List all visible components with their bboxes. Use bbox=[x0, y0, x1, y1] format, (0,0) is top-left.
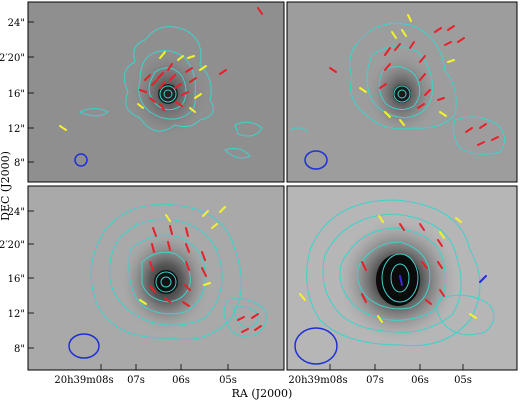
beam-ellipse bbox=[294, 327, 338, 365]
contours bbox=[90, 203, 267, 341]
intensity-core bbox=[393, 85, 411, 103]
ra-tick-label: 06s bbox=[411, 375, 429, 386]
panel-top-left bbox=[28, 2, 284, 182]
dec-tick-labels-top: 24" +68°02′20" 16" 12" 8" bbox=[0, 18, 25, 169]
ra-tick-label: 07s bbox=[366, 375, 384, 386]
panel-top-right bbox=[287, 2, 517, 182]
beam-ellipse bbox=[304, 150, 328, 170]
tick-marks bbox=[28, 21, 464, 370]
ra-tick-label: 06s bbox=[172, 375, 190, 386]
dec-tick-label: 8" bbox=[14, 158, 25, 169]
ra-tick-label: 07s bbox=[127, 375, 145, 386]
intensity-core bbox=[376, 254, 420, 306]
dec-tick-label: 12" bbox=[8, 309, 25, 320]
dec-tick-label: 24" bbox=[8, 18, 25, 29]
ra-tick-labels: 20h39m08s 07s 06s 05s 20h39m08s 07s 06s … bbox=[54, 375, 472, 386]
beam-ellipse bbox=[74, 153, 88, 167]
dec-tick-label: 16" bbox=[8, 89, 25, 100]
ra-tick-label: 05s bbox=[219, 375, 237, 386]
polarization-vectors bbox=[59, 7, 263, 131]
beam-ellipse bbox=[68, 333, 100, 359]
ra-tick-label: 20h39m08s bbox=[288, 375, 347, 386]
dec-tick-label: 8" bbox=[14, 344, 25, 355]
dec-tick-label: 24" bbox=[8, 207, 25, 218]
panel-bottom-right bbox=[287, 186, 517, 370]
contours bbox=[289, 22, 505, 155]
dec-tick-label: +68°02′20" bbox=[0, 240, 25, 251]
panel-frames bbox=[27, 1, 518, 371]
intensity-core bbox=[158, 84, 178, 104]
polarization-vectors bbox=[139, 206, 262, 333]
intensity-core bbox=[154, 270, 178, 294]
dec-tick-label: +68°02′20" bbox=[0, 53, 25, 64]
polarization-vectors bbox=[299, 215, 487, 323]
ra-tick-label: 20h39m08s bbox=[54, 375, 113, 386]
dec-tick-labels-bottom: 24" +68°02′20" 16" 12" 8" bbox=[0, 207, 25, 355]
panel-bottom-left bbox=[28, 186, 284, 370]
dec-tick-label: 16" bbox=[8, 274, 25, 285]
x-axis-title: RA (J2000) bbox=[232, 387, 293, 400]
polarization-vectors bbox=[329, 14, 499, 146]
ra-tick-label: 05s bbox=[454, 375, 472, 386]
y-axis-title: DEC (J2000) bbox=[0, 151, 12, 221]
dec-tick-label: 12" bbox=[8, 124, 25, 135]
